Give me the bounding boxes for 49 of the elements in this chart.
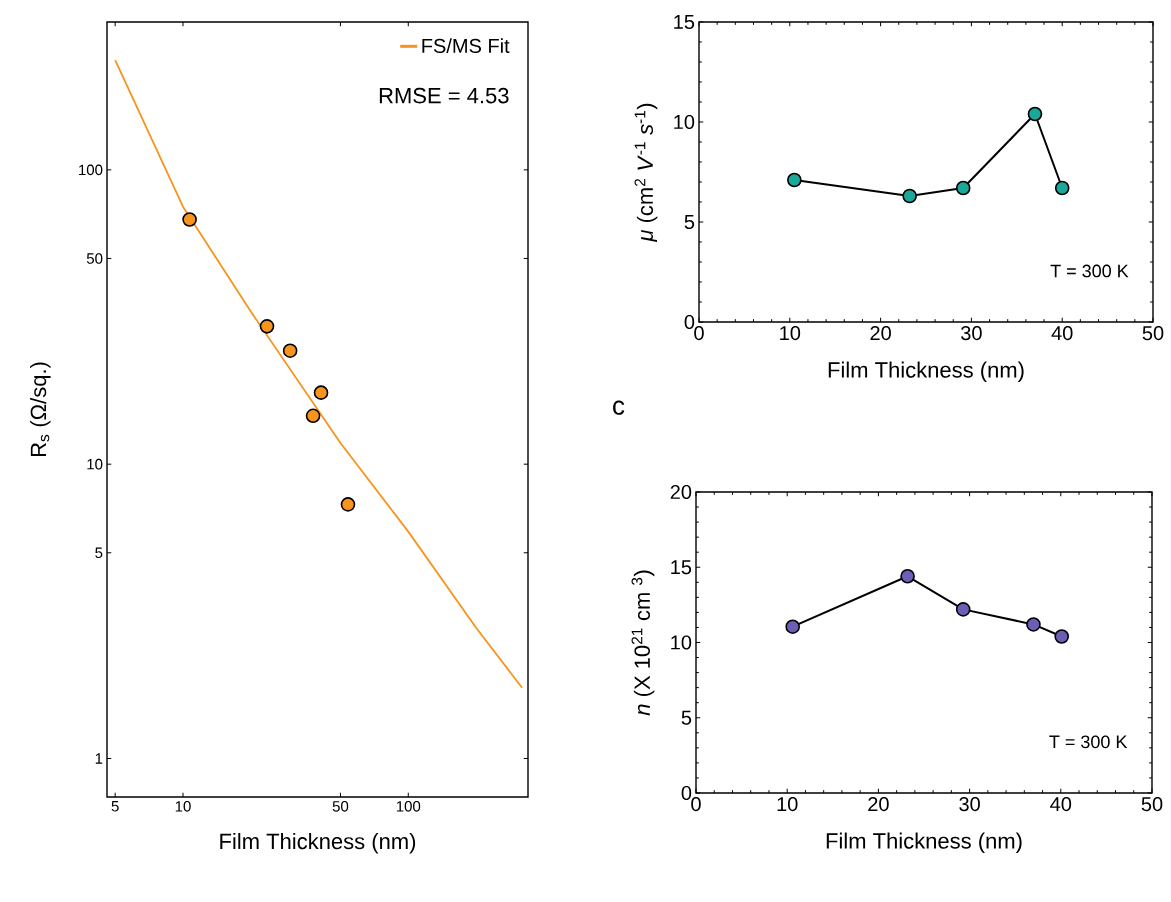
x-tick-label: 40 bbox=[1051, 326, 1073, 341]
x-axis-title: Film Thickness (nm) bbox=[826, 832, 1022, 854]
point bbox=[900, 568, 915, 584]
point bbox=[785, 619, 800, 634]
x-tick-label: 50 bbox=[1142, 326, 1164, 341]
y-axis-title: R$_{s}$ (Ω/sq.) bbox=[30, 362, 51, 457]
x-tick-label: 100 bbox=[396, 801, 421, 812]
y-tick-label: 10 bbox=[87, 458, 103, 470]
x-tick-label: 10 bbox=[780, 326, 801, 341]
x-axis-title: Film Thickness (nm) bbox=[828, 361, 1024, 383]
point bbox=[902, 188, 917, 204]
text: c bbox=[613, 400, 625, 415]
y-tick-label: 10 bbox=[674, 114, 695, 130]
annotation: T = 300 K bbox=[1049, 735, 1128, 749]
point bbox=[787, 172, 802, 188]
x-tick-label: 50 bbox=[1141, 797, 1163, 812]
x-tick-label: 10 bbox=[777, 797, 798, 812]
y-tick-label: 100 bbox=[79, 164, 103, 176]
x-tick-label: 40 bbox=[1050, 797, 1072, 812]
annotation: RMSE = 4.53 bbox=[379, 87, 509, 104]
point bbox=[1054, 180, 1070, 196]
y-tick-label: 50 bbox=[86, 253, 103, 264]
annotation: T = 300 K bbox=[1050, 264, 1129, 278]
x-tick-label: 50 bbox=[332, 801, 349, 812]
point bbox=[955, 602, 971, 617]
y-tick-label: 5 bbox=[681, 710, 692, 725]
point bbox=[1054, 629, 1070, 644]
x-axis-title: Film Thickness (nm) bbox=[220, 833, 416, 854]
y-tick-label: 0 bbox=[681, 785, 692, 801]
x-tick-label: 20 bbox=[868, 797, 889, 812]
x-tick-label: 20 bbox=[870, 326, 891, 341]
y-tick-label: 5 bbox=[684, 215, 695, 229]
y-tick-label: 20 bbox=[670, 484, 692, 500]
y-tick-label: 15 bbox=[671, 560, 692, 575]
y-tick-label: 1 bbox=[95, 753, 103, 764]
y-tick-label: 15 bbox=[674, 15, 695, 29]
y-tick-label: 5 bbox=[95, 547, 103, 558]
point bbox=[955, 180, 971, 196]
point bbox=[1027, 106, 1043, 122]
y-tick-label: 0 bbox=[684, 314, 695, 330]
legend-label: FS/MS Fit bbox=[422, 38, 510, 53]
x-tick-label: 5 bbox=[111, 801, 119, 812]
y-axis-title: n (X 10$^{21}$ cm $^{3}$) bbox=[631, 570, 655, 716]
y-tick-label: 10 bbox=[671, 635, 692, 650]
point bbox=[1026, 617, 1041, 632]
x-tick-label: 30 bbox=[961, 326, 982, 341]
x-tick-label: 30 bbox=[959, 797, 980, 812]
x-tick-label: 10 bbox=[175, 801, 191, 812]
y-axis-title: μ (cm$^{2}$ V$^{-1}$ s$^{-1}$) bbox=[634, 103, 658, 243]
